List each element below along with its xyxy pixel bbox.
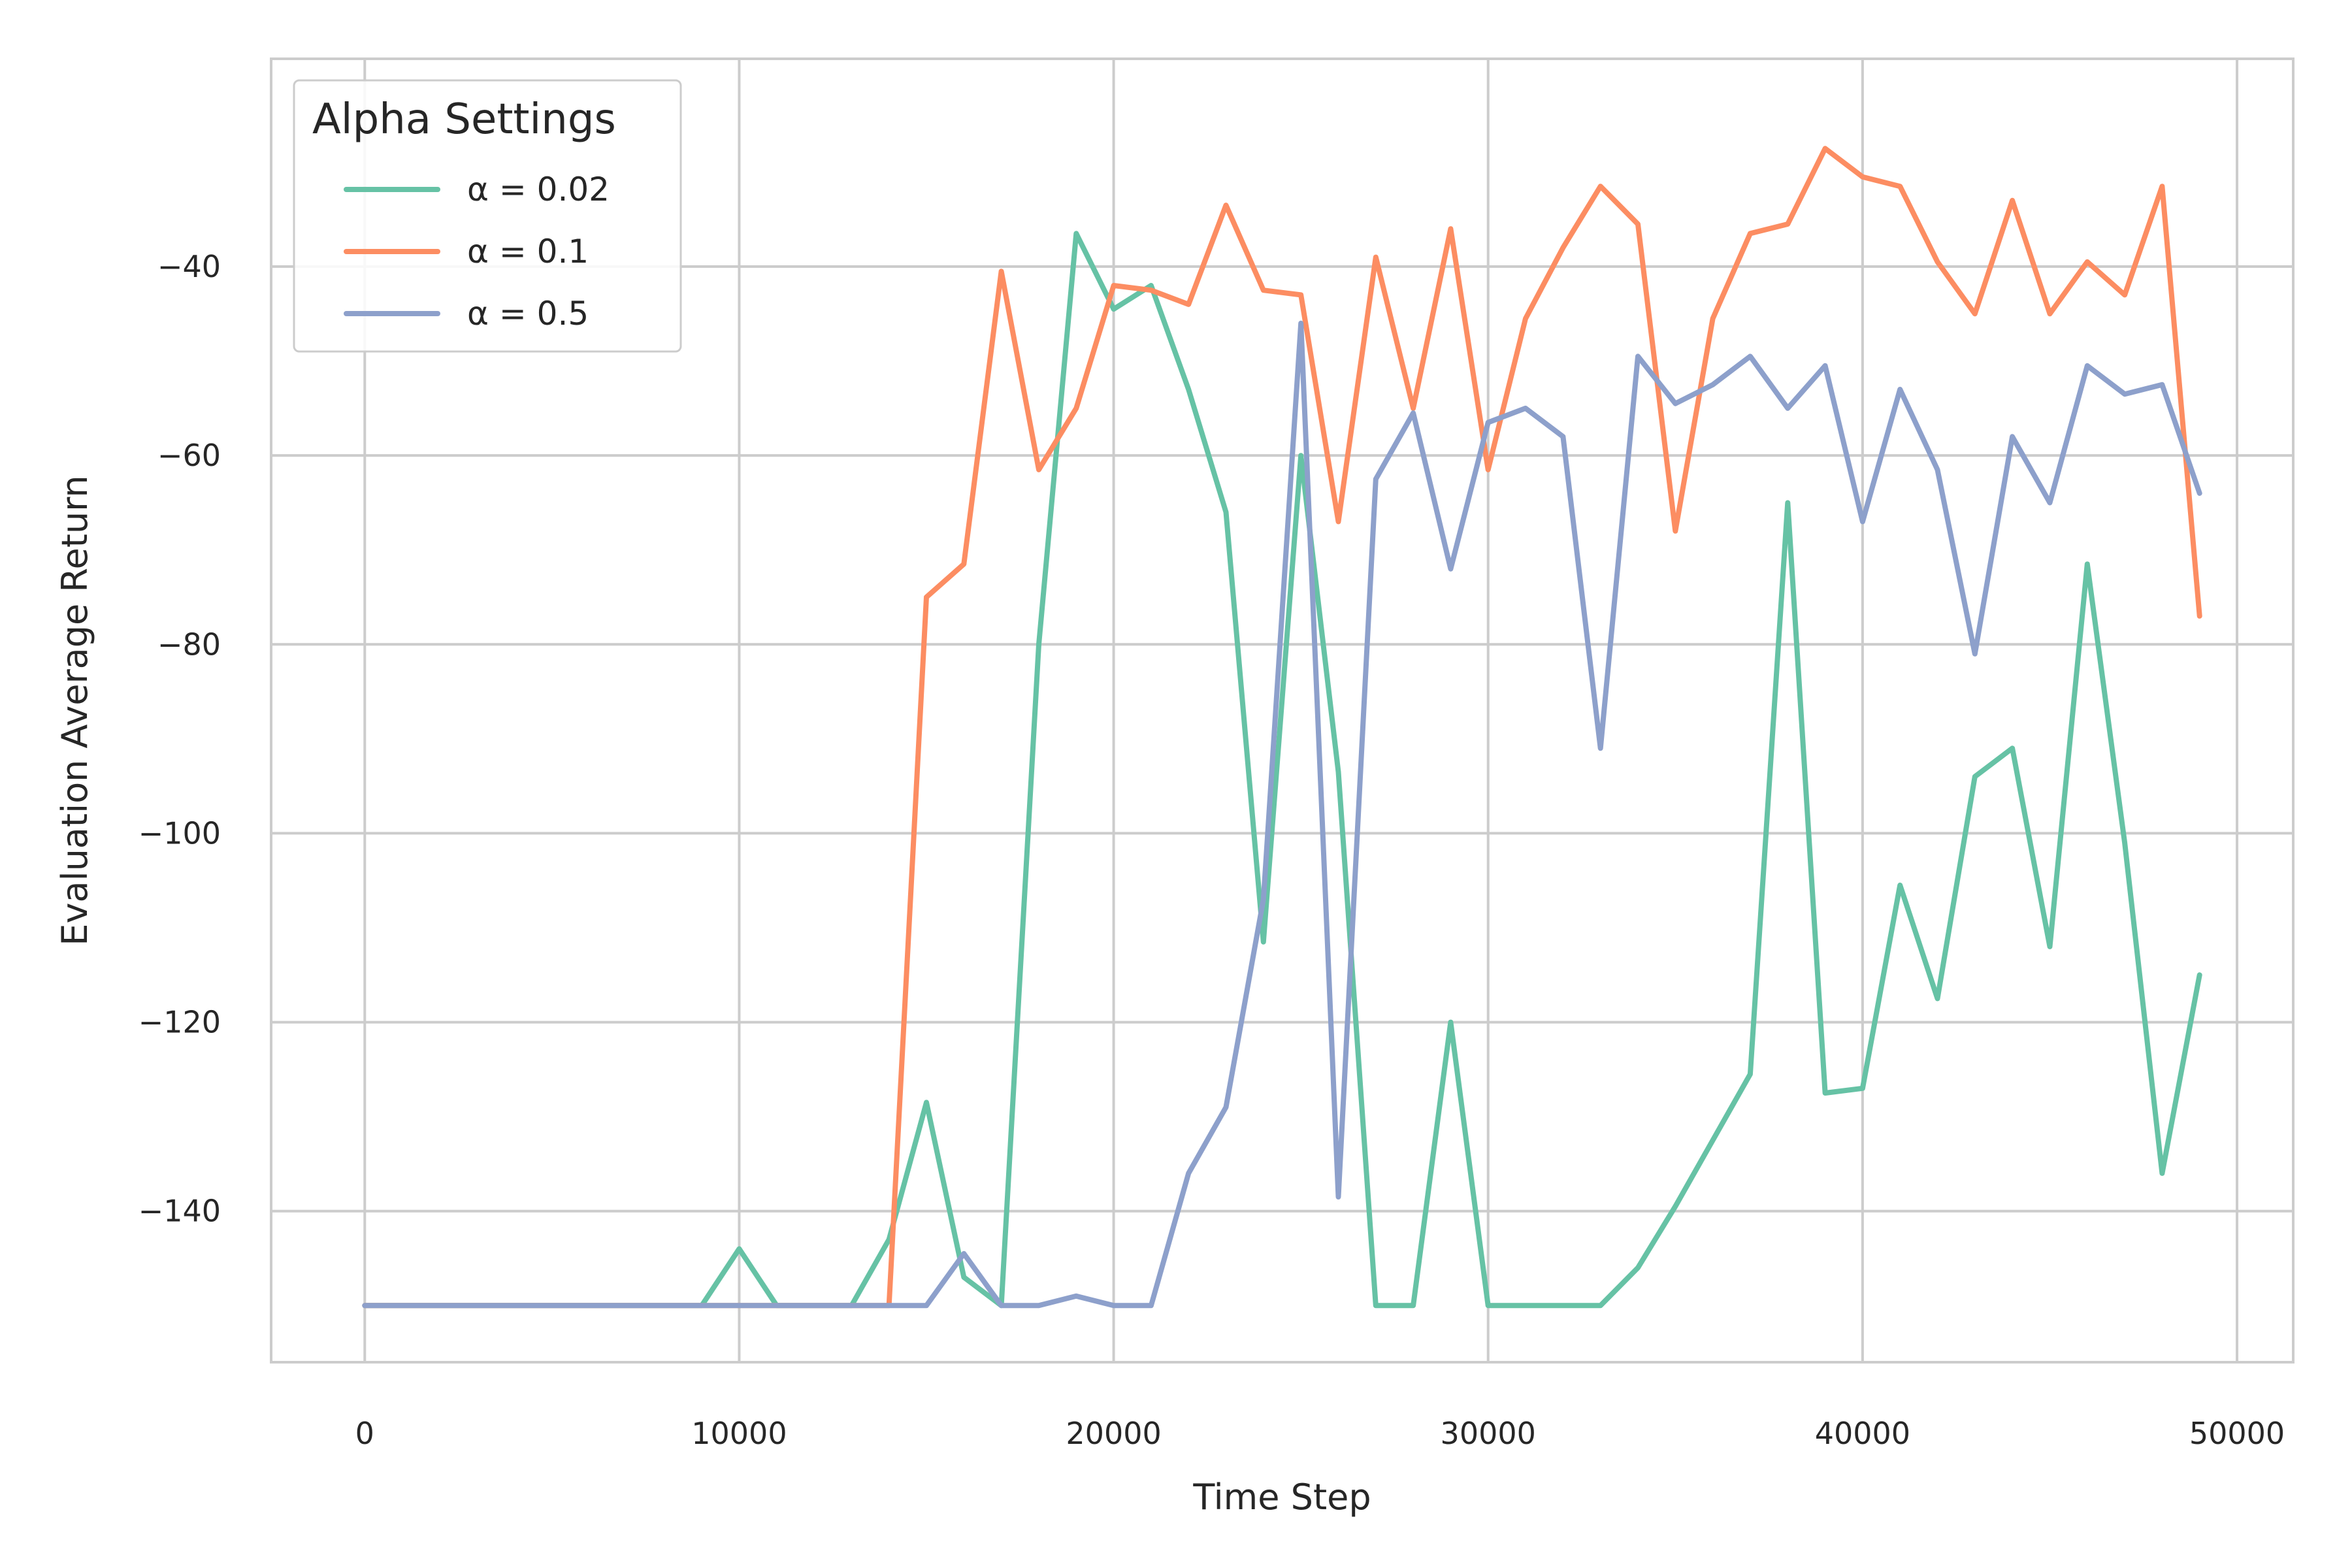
- legend-label: α = 0.5: [467, 295, 589, 333]
- legend: Alpha Settings α = 0.02 α = 0.1 α = 0.5: [293, 79, 682, 353]
- y-tick-label: −140: [139, 1194, 221, 1229]
- x-tick-label: 10000: [691, 1416, 787, 1451]
- x-axis-label: Time Step: [1192, 1477, 1371, 1518]
- y-tick-label: −80: [157, 627, 221, 662]
- series-line-3: [362, 320, 2202, 1309]
- x-tick-label: 40000: [1815, 1416, 1910, 1451]
- legend-label: α = 0.02: [467, 171, 610, 208]
- legend-title: Alpha Settings: [312, 95, 616, 144]
- y-tick-label: −100: [139, 815, 221, 851]
- y-tick-label: −60: [157, 438, 221, 473]
- legend-box: [293, 79, 682, 353]
- legend-label: α = 0.1: [467, 233, 589, 270]
- tick-labels: 0 10000 20000 30000 40000 50000 −140 −120 −100 −8…: [139, 249, 2285, 1451]
- y-axis-label: Evaluation Average Return: [54, 475, 95, 945]
- x-tick-label: 0: [355, 1416, 374, 1451]
- y-tick-label: −120: [139, 1005, 221, 1040]
- plot-area-frame: [270, 57, 2295, 1364]
- y-tick-label: −40: [157, 249, 221, 284]
- x-tick-label: 50000: [2189, 1416, 2285, 1451]
- x-tick-label: 20000: [1066, 1416, 1161, 1451]
- x-tick-label: 30000: [1441, 1416, 1536, 1451]
- series-layer: [362, 146, 2202, 1309]
